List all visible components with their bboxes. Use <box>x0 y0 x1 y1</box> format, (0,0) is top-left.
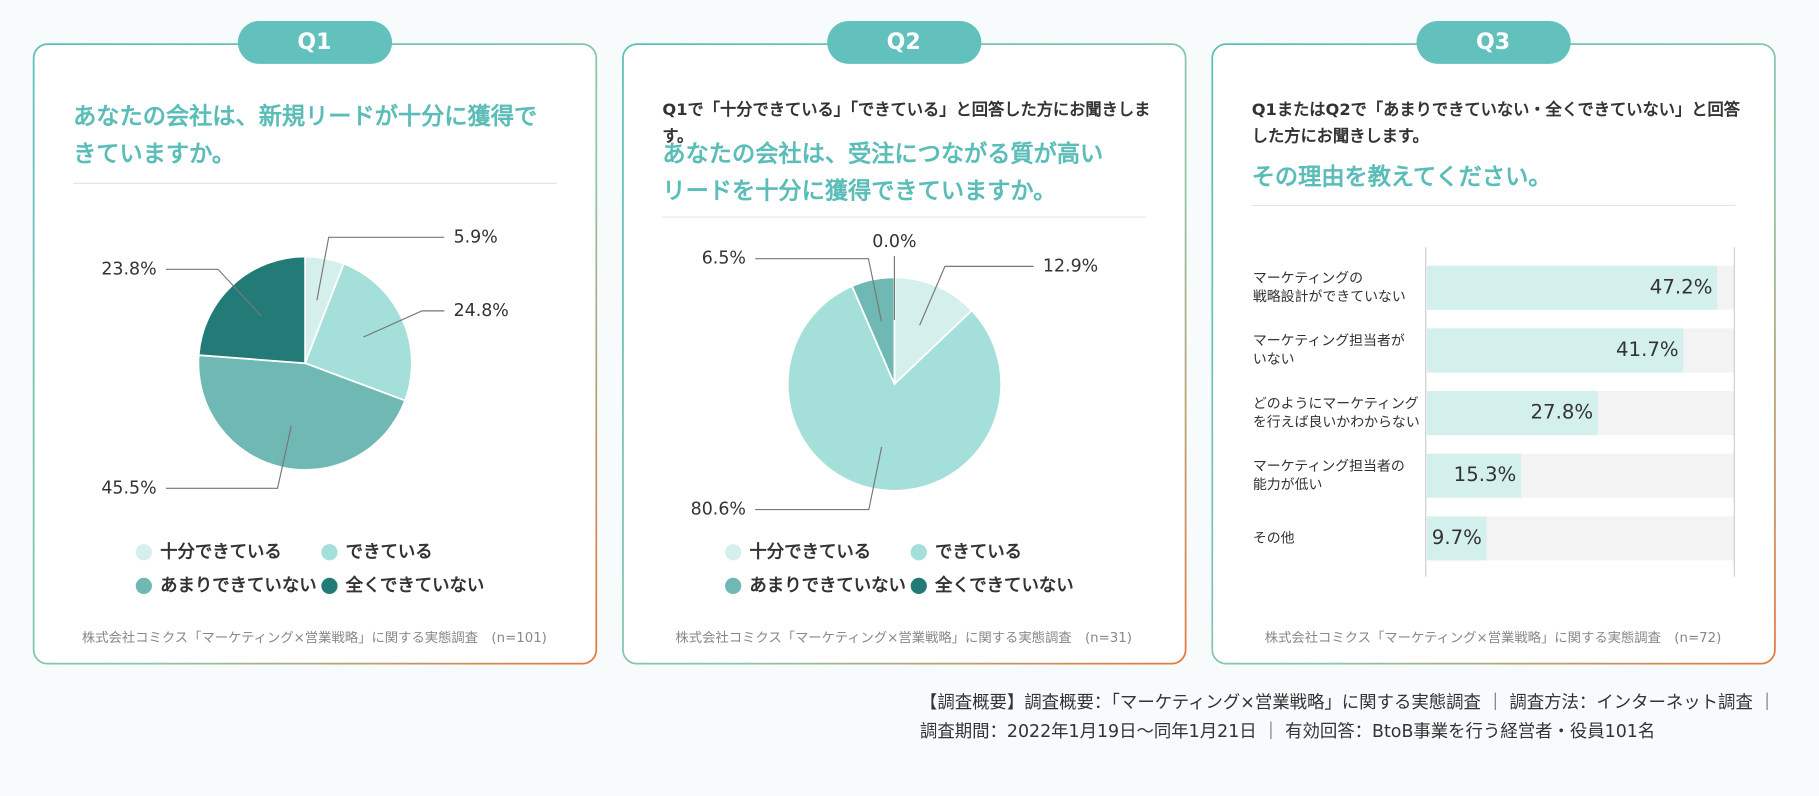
category-line: どのようにマーケティング <box>1253 396 1419 412</box>
bar <box>1426 453 1521 498</box>
category-line: その他 <box>1253 530 1295 546</box>
value-label: 45.5% <box>101 478 156 498</box>
value-label: 0.0% <box>872 232 916 252</box>
category-label: どのようにマーケティングを行えば良いかわからない <box>1253 396 1420 431</box>
badge-label: Q2 <box>887 30 921 55</box>
badge-label: Q3 <box>1476 30 1510 55</box>
bar <box>1426 391 1598 436</box>
leader-line <box>919 265 1034 326</box>
value-label: 24.8% <box>454 301 509 321</box>
leader-line <box>755 446 883 511</box>
subtitle: Q1またはQ2で「あまりできていない・全くできていない」と回答した方にお聞きしま… <box>1251 101 1740 147</box>
leader-line <box>165 425 292 489</box>
category-line: マーケティング担当者の <box>1253 458 1405 474</box>
bar <box>1426 265 1718 310</box>
source-note: 株式会社コミクス「マーケティング×営業戦略」に関する実態調査 (n=101) <box>82 630 547 646</box>
legend-swatch <box>910 577 927 595</box>
badge <box>1416 20 1571 64</box>
category-line: マーケティングの <box>1253 271 1363 287</box>
subtitle: Q1で「十分できている」「できている」と回答した方にお聞きします。 <box>662 101 1151 147</box>
badge <box>827 20 982 64</box>
legend-swatch <box>725 544 742 561</box>
bar <box>1426 516 1487 561</box>
legend-swatch <box>321 544 338 561</box>
value-label: 12.9% <box>1043 256 1098 276</box>
subtitle-box: Q1で「十分できている」「できている」と回答した方にお聞きします。 <box>662 101 1151 147</box>
title-box: あなたの会社は、受注につながる質が高いリードを十分に獲得できていますか。 <box>662 139 1104 205</box>
footer-line: 【調査概要】調査概要：「マーケティング×営業戦略」に関する実態調査 ｜ 調査方法… <box>920 692 1776 713</box>
category-label: マーケティング担当者がいない <box>1253 333 1405 368</box>
value-label: 27.8% <box>1531 401 1594 424</box>
legend-label: できている <box>346 542 433 562</box>
leader-line <box>363 310 445 338</box>
legend-label: あまりできていない <box>749 576 906 596</box>
title: その理由を教えてください。 <box>1251 162 1552 191</box>
category-label: マーケティングの戦略設計ができていない <box>1253 271 1406 306</box>
title-box: あなたの会社は、新規リードが十分に獲得できていますか。 <box>73 102 538 168</box>
value-label: 47.2% <box>1650 275 1713 298</box>
legend-label: 全くできていない <box>345 575 485 596</box>
category-line: 能力が低い <box>1253 477 1323 493</box>
source-note: 株式会社コミクス「マーケティング×営業戦略」に関する実態調査 (n=31) <box>675 630 1132 646</box>
leader-line <box>165 268 262 317</box>
value-label: 23.8% <box>101 259 156 279</box>
source-note: 株式会社コミクス「マーケティング×営業戦略」に関する実態調査 (n=72) <box>1265 630 1722 646</box>
category-label: マーケティング担当者の能力が低い <box>1253 458 1405 493</box>
value-label: 41.7% <box>1616 338 1679 361</box>
category-line: 戦略設計ができていない <box>1253 289 1406 305</box>
legend-swatch <box>910 544 927 561</box>
legend-label: 十分できている <box>160 541 282 562</box>
value-label: 9.7% <box>1432 526 1482 549</box>
subtitle-box: Q1またはQ2で「あまりできていない・全くできていない」と回答した方にお聞きしま… <box>1251 101 1740 147</box>
value-label: 5.9% <box>454 227 498 247</box>
legend-label: あまりできていない <box>160 576 317 596</box>
leader-line <box>316 236 445 301</box>
value-label: 6.5% <box>702 249 746 269</box>
category-line: いない <box>1253 352 1295 368</box>
bar <box>1426 328 1684 373</box>
badge <box>237 20 393 64</box>
category-line: を行えば良いかわからない <box>1253 414 1420 430</box>
legend-swatch <box>321 577 338 595</box>
badge-label: Q1 <box>297 30 331 55</box>
legend-swatch <box>725 577 742 595</box>
legend-swatch <box>135 544 152 561</box>
legend-label: できている <box>935 542 1022 562</box>
value-label: 80.6% <box>691 500 746 520</box>
title: あなたの会社は、新規リードが十分に獲得できていますか。 <box>73 102 538 168</box>
category-line: マーケティング担当者が <box>1253 333 1405 349</box>
title-box: その理由を教えてください。 <box>1251 162 1552 191</box>
legend-label: 全くできていない <box>934 575 1074 596</box>
legend-swatch <box>135 577 152 595</box>
legend-label: 十分できている <box>749 541 871 562</box>
value-label: 15.3% <box>1454 463 1517 486</box>
leader-line <box>755 258 883 322</box>
footer-line: 調査期間：2022年1月19日〜同年1月21日 ｜ 有効回答：BtoB事業を行う… <box>920 721 1655 742</box>
category-label: その他 <box>1253 530 1295 546</box>
title: あなたの会社は、受注につながる質が高いリードを十分に獲得できていますか。 <box>662 139 1104 205</box>
